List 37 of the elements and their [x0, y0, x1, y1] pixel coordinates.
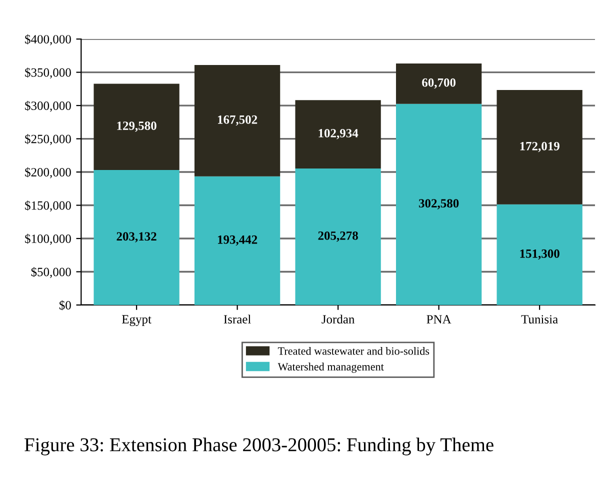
- bar: [396, 63, 482, 104]
- y-tick-label: $0: [59, 300, 71, 310]
- x-tick-label: Israel: [224, 314, 251, 324]
- bar: [295, 100, 381, 169]
- data-label: 151,300: [520, 249, 560, 260]
- data-label: 60,700: [422, 78, 456, 89]
- x-tick-label: Tunisia: [521, 315, 558, 324]
- y-tick-label: $350,000: [25, 68, 71, 79]
- y-tick-label: $200,000: [25, 167, 71, 178]
- data-label: 205,278: [318, 231, 358, 242]
- bar: [496, 204, 582, 305]
- data-label: 102,934: [318, 128, 358, 140]
- bar: [194, 176, 280, 305]
- caption: Figure 33: Extension Phase 2003-20005: Funding by Theme: [24, 438, 494, 456]
- data-label: 129,580: [117, 122, 156, 132]
- data-label: 302,580: [418, 199, 459, 210]
- y-tick-label: $250,000: [25, 134, 71, 146]
- legend-label: Treated wastewater and bio-solids: [278, 346, 430, 355]
- data-label: 167,502: [218, 115, 258, 126]
- x-tick-label: Jordan: [322, 314, 355, 324]
- bar: [295, 168, 381, 305]
- y-tick-label: $150,000: [25, 200, 71, 212]
- y-tick-label: $300,000: [25, 100, 71, 112]
- bar: [94, 84, 180, 170]
- data-label: 203,132: [116, 232, 156, 242]
- bar: [194, 65, 280, 176]
- bar: [396, 104, 482, 305]
- legend-label: Watershed management: [278, 362, 384, 373]
- y-tick-label: $400,000: [25, 34, 71, 46]
- bar: [496, 90, 582, 204]
- data-label: 193,442: [218, 235, 258, 246]
- data-label: 172,019: [520, 142, 560, 152]
- bar: [94, 170, 180, 305]
- x-tick-label: Egypt: [122, 315, 152, 326]
- y-tick-label: $50,000: [31, 267, 71, 278]
- y-tick-label: $100,000: [25, 234, 71, 245]
- x-tick-label: PNA: [426, 315, 452, 324]
